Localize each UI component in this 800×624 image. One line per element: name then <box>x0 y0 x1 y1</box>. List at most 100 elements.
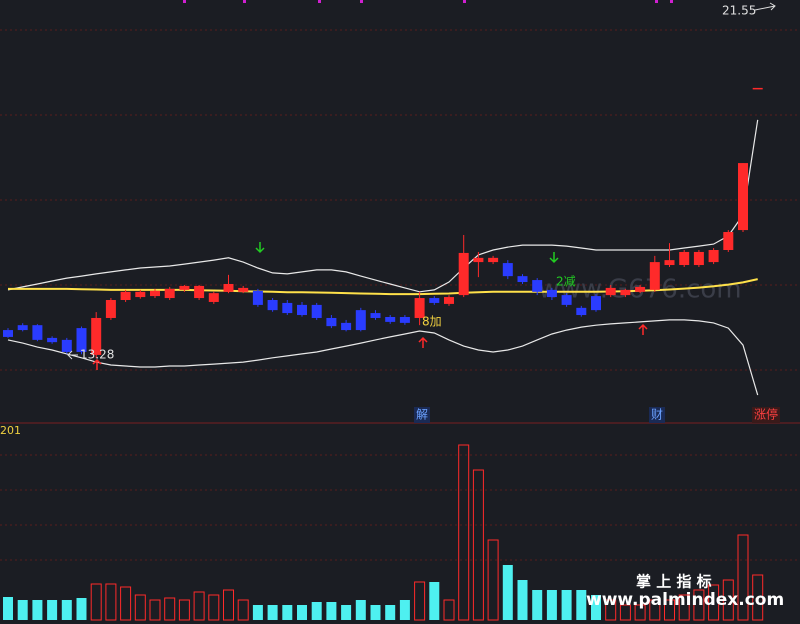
candle-body <box>591 296 601 311</box>
volume-bar <box>90 583 102 621</box>
annotation: 2减 <box>556 275 576 289</box>
candle-body <box>135 291 146 298</box>
signal-arrow <box>92 358 102 370</box>
signal-arrow <box>549 252 559 264</box>
candle-body <box>61 339 72 352</box>
badge <box>649 407 665 423</box>
candle-body <box>150 290 160 297</box>
candle-body <box>620 289 631 296</box>
candle-body <box>76 328 87 352</box>
annotation: 13.28 <box>80 348 114 362</box>
volume-bar <box>297 605 307 620</box>
volume-bar <box>546 590 557 620</box>
volume-bar <box>722 579 734 621</box>
signal-arrow <box>255 242 265 254</box>
volume-bar <box>370 605 381 620</box>
candle-body <box>649 262 660 290</box>
candle-body <box>488 257 499 263</box>
volume-bar <box>517 580 528 620</box>
candle-body <box>444 297 454 304</box>
candle-body <box>105 300 116 318</box>
volume-bar <box>591 595 601 620</box>
volume-bar <box>649 599 661 621</box>
volume-bar <box>678 594 690 621</box>
low-arrow <box>67 350 78 360</box>
candle-body <box>179 285 190 290</box>
volume-bar <box>164 597 176 621</box>
candle-body <box>517 276 528 283</box>
annotation: 解 <box>416 408 428 422</box>
candle-body <box>370 313 381 318</box>
signal-arrow <box>638 323 648 335</box>
volume-bar <box>105 583 117 621</box>
volume-bar <box>149 599 161 621</box>
lower-band <box>7 319 759 396</box>
candle-body <box>47 337 58 343</box>
candle-body <box>664 260 675 266</box>
candle-body <box>561 295 572 305</box>
annotation: 21.55 <box>722 4 756 18</box>
volume-bar <box>61 600 72 620</box>
moving-average <box>8 278 758 296</box>
volume-bar <box>561 590 572 620</box>
volume-bar <box>208 594 220 621</box>
candle-body <box>120 291 131 300</box>
volume-bar <box>429 582 440 620</box>
badge <box>414 407 430 423</box>
candle-body <box>355 310 366 331</box>
upper-band <box>7 119 759 293</box>
candle-body <box>429 298 440 303</box>
annotation: 财 <box>651 408 663 422</box>
volume-bar <box>120 586 132 621</box>
volume-bar <box>237 599 249 621</box>
volume-bar <box>385 605 396 620</box>
candle-body <box>252 290 263 305</box>
candle-body <box>3 330 13 337</box>
candle-body <box>738 163 748 231</box>
candle-body <box>267 300 278 311</box>
candle-body <box>576 307 587 316</box>
candle-body <box>208 293 219 302</box>
volume-bar <box>193 591 205 621</box>
watermark-brand: 掌 上 指 标 <box>636 573 712 591</box>
volume-bar <box>458 444 470 621</box>
candle-body <box>194 285 205 299</box>
volume-bar <box>341 605 352 620</box>
candle-body <box>723 232 734 250</box>
high-arrow <box>754 2 776 11</box>
candle-body <box>502 263 513 277</box>
candle-body <box>282 302 293 314</box>
volume-bar <box>3 597 13 620</box>
candle-body <box>311 304 322 318</box>
candle-body <box>326 317 337 327</box>
volume-bar <box>223 589 234 621</box>
volume-bar <box>32 600 43 620</box>
candle-body <box>605 287 616 296</box>
volume-bar <box>693 589 705 621</box>
candle-body <box>679 251 690 266</box>
volume-bar <box>443 599 455 621</box>
volume-bar <box>634 604 646 621</box>
volume-bar <box>502 565 513 620</box>
volume-bar <box>664 599 675 621</box>
volume-bar <box>252 605 263 620</box>
top-markers <box>183 0 673 3</box>
candle-body <box>399 316 410 323</box>
candle-body <box>32 325 43 340</box>
candle-body <box>297 304 307 316</box>
volume-bar <box>708 584 720 621</box>
volume-bar <box>399 600 410 620</box>
annotation: 8加 <box>422 315 442 329</box>
volume-bar <box>134 594 146 621</box>
volume-bar <box>355 600 366 620</box>
candle-body <box>414 298 425 318</box>
volume-bar <box>282 605 293 620</box>
candle-body <box>532 280 543 292</box>
candle-body <box>752 87 763 90</box>
volume-bar <box>178 599 190 621</box>
volume-bar <box>414 581 426 621</box>
candle-body <box>693 251 704 266</box>
volume-bar <box>311 602 322 620</box>
candle-body <box>546 289 557 298</box>
